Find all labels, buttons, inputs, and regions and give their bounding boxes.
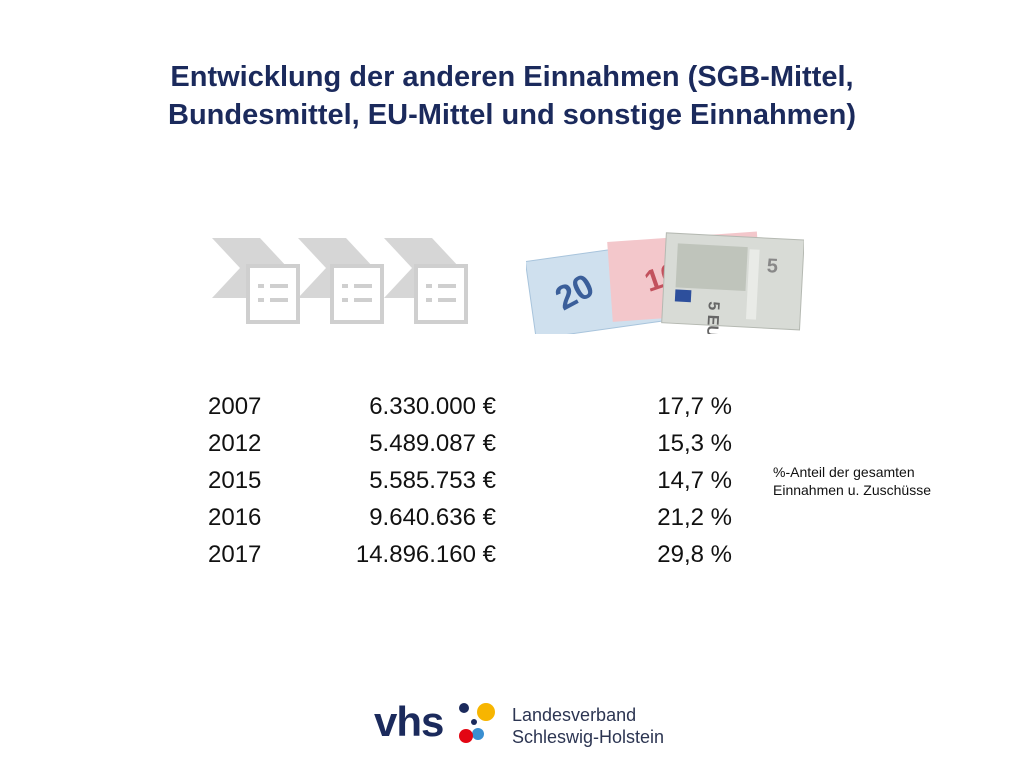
logo-wordmark: vhs — [374, 698, 444, 745]
title-line-1: Entwicklung der anderen Einnahmen (SGB-M… — [170, 61, 854, 93]
percent-cell: 29,8 % — [657, 541, 732, 568]
document-list-icon — [414, 264, 468, 324]
logo-dots-icon — [459, 703, 495, 743]
page-title: Entwicklung der anderen Einnahmen (SGB-M… — [0, 58, 1024, 134]
document-list-icon — [246, 264, 300, 324]
percent-cell: 17,7 % — [657, 393, 732, 420]
table-row: 2017 14.896.160 € 29,8 % — [196, 536, 732, 573]
income-table: 2007 6.330.000 € 17,7 % 2012 5.489.087 € 15,3… — [196, 388, 732, 573]
year-cell: 2017 — [208, 541, 262, 568]
percent-cell: 15,3 % — [657, 430, 732, 457]
logo-line-1: Landesverband — [512, 705, 637, 725]
year-cell: 2015 — [208, 467, 262, 494]
note-line-1: %-Anteil der gesamten — [773, 464, 915, 480]
amount-cell: 14.896.160 € — [355, 541, 496, 568]
title-line-2: Bundesmittel, EU-Mittel und sonstige Ein… — [168, 99, 856, 131]
note-line-2: Einnahmen u. Zuschüsse — [773, 482, 931, 498]
vhs-logo: vhs Landesverband Schleswig-Holstein — [372, 696, 672, 752]
amount-cell: 9.640.636 € — [369, 504, 496, 531]
amount-cell: 6.330.000 € — [369, 393, 496, 420]
svg-text:5 EURO: 5 EURO — [702, 301, 722, 334]
amount-cell: 5.585.753 € — [369, 467, 496, 494]
document-process-icon — [212, 238, 468, 324]
table-row: 2007 6.330.000 € 17,7 % — [196, 388, 732, 425]
table-row: 2016 9.640.636 € 21,2 % — [196, 499, 732, 536]
year-cell: 2016 — [208, 504, 262, 531]
year-cell: 2012 — [208, 430, 262, 457]
percent-cell: 21,2 % — [657, 504, 732, 531]
amount-cell: 5.489.087 € — [369, 430, 496, 457]
svg-text:5: 5 — [766, 255, 778, 278]
document-list-icon — [330, 264, 384, 324]
year-cell: 2007 — [208, 393, 262, 420]
logo-line-2: Schleswig-Holstein — [512, 727, 665, 747]
percent-note: %-Anteil der gesamten Einnahmen u. Zusch… — [773, 463, 973, 499]
table-row: 2015 5.585.753 € 14,7 % — [196, 462, 732, 499]
banknote-5: 5 EURO 5 — [661, 232, 804, 334]
euro-banknotes-image: 20 10 5 EURO 5 — [526, 231, 804, 334]
table-row: 2012 5.489.087 € 15,3 % — [196, 425, 732, 462]
percent-cell: 14,7 % — [657, 467, 732, 494]
